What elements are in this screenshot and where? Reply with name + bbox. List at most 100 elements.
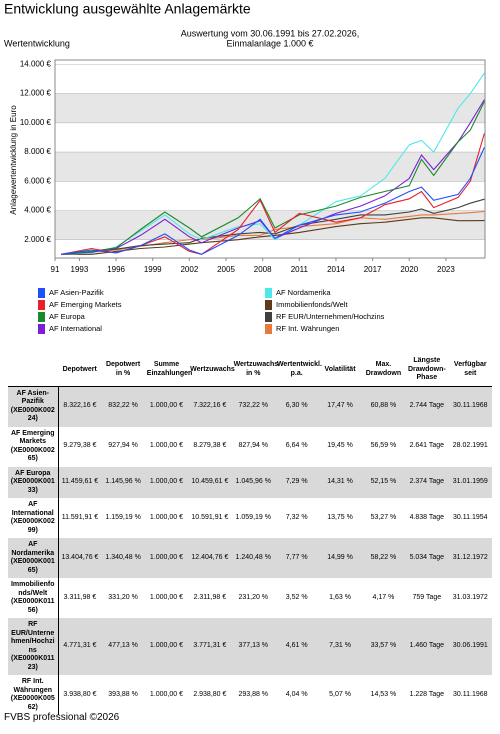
table-cell: 759 Tage [412,593,442,601]
table-cell: 14,53 % [370,690,397,698]
column-header: Wertzuwachs in % [231,354,278,387]
x-tick-label: 2023 [437,265,455,274]
table-cell: 1.000,00 € [144,466,189,498]
table-cell: 8.279,38 € [193,442,227,450]
table-cell: 1.240,48 % [231,538,275,578]
legend-label: AF International [49,324,102,333]
table-cell: 13,75 % [327,513,353,521]
table-cell: 11.591,91 € [61,513,99,521]
legend-swatch [265,324,272,334]
table-cell: 10.591,91 € [191,513,229,521]
chart-title: Entwicklung ausgewählte Anlagemärkte [4,1,251,17]
table-cell: 12.404,76 € [188,538,232,578]
row-label: AF Europa (XE0000K00133) [8,466,59,498]
table-row: Immobilienfonds/Welt (XE0000K01156) 3.311… [8,578,492,618]
table-cell: 2.374 Tage [405,466,449,498]
panel-label: Wertentwicklung [4,38,70,48]
x-tick-label: 1996 [107,265,125,274]
table-row: AF Emerging Markets (XE0000K00265) 9.279,… [8,426,492,467]
legend-label: AF Nordamerika [276,288,331,297]
table-cell: 3,52 % [285,593,308,601]
series-line [61,101,485,255]
row-label: Immobilienfonds/Welt (XE0000K01156) [8,578,59,618]
table-cell: 6,64 % [285,442,308,450]
table-cell: 1.000,00 € [144,618,189,675]
y-tick-label: 12.000 € [20,89,52,98]
table-cell: 28.02.1991 [452,442,488,450]
legend-swatch [38,288,45,298]
column-header: Max. Drawdown [361,354,406,387]
x-tick-label: 2011 [291,265,309,274]
x-tick-label: 1999 [144,265,162,274]
column-header: Wertentwickl. p.a. [274,354,322,387]
table-cell: 7,32 % [285,513,308,521]
table-cell: 5,07 % [329,690,351,698]
x-tick-label: 91 [51,265,60,274]
table-cell: 53,27 % [370,513,397,521]
table-cell: 5.034 Tage [405,538,449,578]
legend-swatch [265,300,272,310]
table-cell: 1.460 Tage [405,618,449,675]
table-cell: 7,77 % [274,538,319,578]
table-cell: 10.459,61 € [188,466,232,498]
chart: Entwicklung ausgewählte Anlagemärkte Aus… [4,1,486,334]
y-tick-label: 8.000 € [24,147,51,156]
legend-label: AF Asien-Pazifik [49,288,104,297]
table-cell: 832,22 % [101,386,145,427]
table-cell: 52,15 % [361,466,406,498]
table-cell: 58,22 % [361,538,406,578]
table-cell: 2.311,98 € [193,593,227,601]
column-header: Summe Einzahlungen [144,354,192,387]
table-cell: 7,31 % [318,618,362,675]
table-cell: 331,20 % [108,593,138,601]
table-cell: 1.228 Tage [409,690,445,698]
table-cell: 33,57 % [361,618,406,675]
table-cell: 4.838 Tage [409,513,445,521]
table-cell: 1.000,00 € [149,513,184,521]
table-cell: 30.06.1991 [448,618,492,675]
table-cell: 477,13 % [101,618,145,675]
table-cell: 11.459,61 € [58,466,102,498]
table-cell: 30.11.1954 [453,513,488,521]
table-cell: 231,20 % [238,593,269,601]
grid-band [55,93,485,123]
table-cell: 17,47 % [318,386,362,427]
table-cell: 1.045,96 % [231,466,275,498]
series-line [61,147,485,255]
corner [8,354,58,387]
table-row: AF Europa (XE0000K00133) 11.459,61 €1.145… [8,466,492,498]
x-tick-label: 2020 [400,265,418,274]
table-cell: 31.12.1972 [448,538,492,578]
y-tick-label: 14.000 € [20,59,52,68]
table-row: AF International (XE0000K00299) 11.591,91… [8,498,492,538]
x-tick-label: 2005 [217,265,235,274]
table-cell: 60,88 % [361,386,406,427]
legend-label: RF EUR/Unternehmen/Hochzins [276,312,385,321]
table-cell: 4,61 % [274,618,319,675]
legend-swatch [265,288,272,298]
legend-swatch [38,324,45,334]
table-cell: 377,13 % [231,618,275,675]
table-cell: 1.159,19 % [105,513,141,521]
table-cell: 1.145,96 % [101,466,145,498]
table-cell: 1.059,19 % [235,513,271,521]
row-label: AF Emerging Markets (XE0000K00265) [8,426,59,467]
legend-label: AF Europa [49,312,86,321]
column-header: Depotwert in % [101,354,145,387]
table-cell: 827,94 % [238,442,269,450]
table-cell: 30.11.1968 [448,386,492,427]
column-header: Wertzuwachs [188,354,235,387]
y-tick-label: 6.000 € [24,176,51,185]
table-cell: 927,94 % [108,442,138,450]
legend-label: RF Int. Währungen [276,324,339,333]
row-label: RF Int. Währungen (XE0000K00562) [8,675,59,715]
table-cell: 3.938,80 € [63,690,97,698]
series-line [61,99,485,255]
table-cell: 4,17 % [372,593,395,601]
y-tick-label: 10.000 € [20,118,52,127]
data-table: Depotwert Depotwert in % Summe Einzahlunge… [8,354,492,715]
table-cell: 8.322,16 € [58,386,102,427]
row-label: AF Asien-Pazifik (XE0000K00224) [8,386,59,427]
subtitle: Auswertung vom 30.06.1991 bis 27.02.2026… [181,28,360,38]
table-cell: 14,31 % [318,466,362,498]
